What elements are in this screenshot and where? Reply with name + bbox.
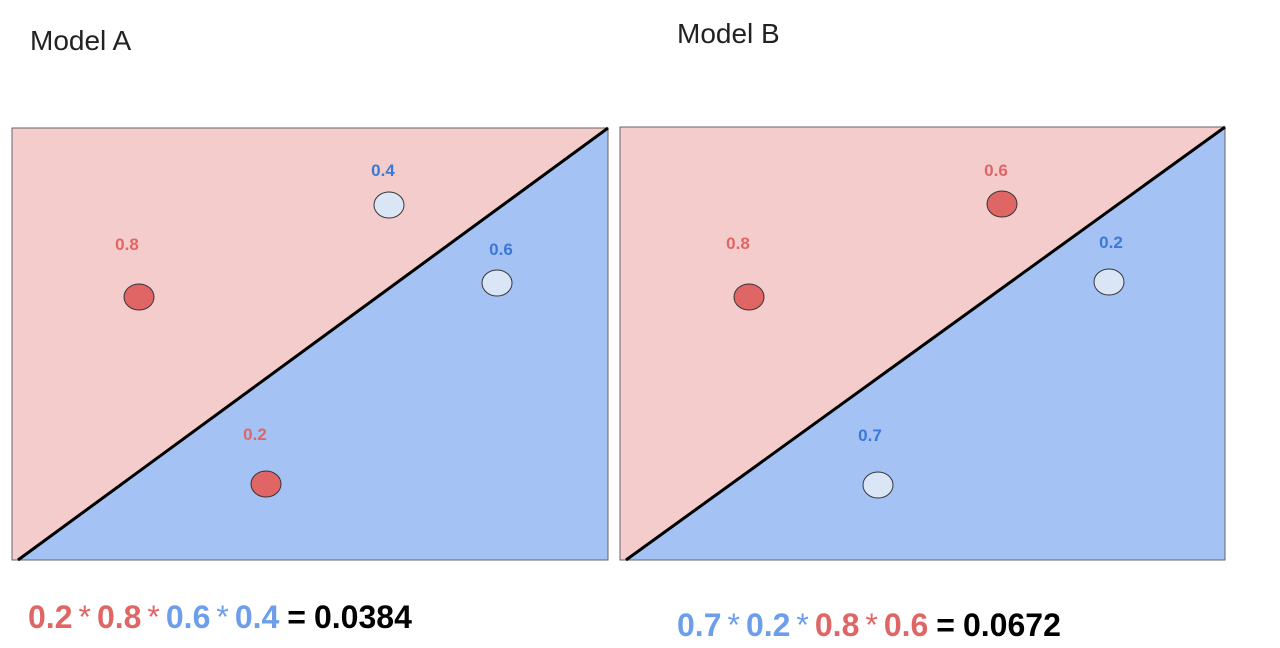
- operator: *: [727, 607, 739, 643]
- equals: =: [287, 599, 306, 635]
- formula: 0.2 * 0.8 * 0.6 * 0.4 = 0.0384: [28, 599, 412, 635]
- term: 0.8: [815, 607, 859, 643]
- data-point: [250, 470, 282, 498]
- point-label: 0.8: [115, 235, 139, 254]
- point-label: 0.7: [858, 426, 882, 445]
- term: 0.6: [166, 599, 210, 635]
- term: 0.6: [884, 607, 928, 643]
- term: 0.2: [28, 599, 72, 635]
- panel-title: Model B: [677, 18, 780, 49]
- panel-title: Model A: [30, 25, 131, 56]
- point-label: 0.6: [489, 240, 513, 259]
- point-label: 0.8: [726, 234, 750, 253]
- point-label: 0.4: [371, 161, 395, 180]
- operator: *: [216, 599, 228, 635]
- data-point: [1093, 268, 1125, 296]
- formula: 0.7 * 0.2 * 0.8 * 0.6 = 0.0672: [677, 607, 1061, 643]
- point-label: 0.2: [1099, 233, 1123, 252]
- data-point: [123, 283, 155, 311]
- operator: *: [147, 599, 159, 635]
- point-label: 0.6: [984, 161, 1008, 180]
- data-point: [481, 269, 513, 297]
- decision-boundary: [17, 126, 609, 562]
- operator: *: [78, 599, 90, 635]
- data-point: [862, 471, 894, 499]
- term: 0.7: [677, 607, 721, 643]
- frame: [11, 127, 609, 561]
- data-point: [733, 283, 765, 311]
- term: 0.2: [746, 607, 790, 643]
- term: 0.8: [97, 599, 141, 635]
- operator: *: [796, 607, 808, 643]
- frame: [619, 126, 1226, 561]
- panel-b-plot: [619, 125, 1226, 562]
- point-label: 0.2: [243, 425, 267, 444]
- data-point: [986, 190, 1018, 218]
- result: 0.0384: [314, 599, 412, 635]
- decision-boundary: [625, 125, 1226, 562]
- result: 0.0672: [963, 607, 1061, 643]
- term: 0.4: [235, 599, 280, 635]
- panel-a-plot: [11, 126, 609, 562]
- data-point: [373, 191, 405, 219]
- operator: *: [865, 607, 877, 643]
- equals: =: [936, 607, 955, 643]
